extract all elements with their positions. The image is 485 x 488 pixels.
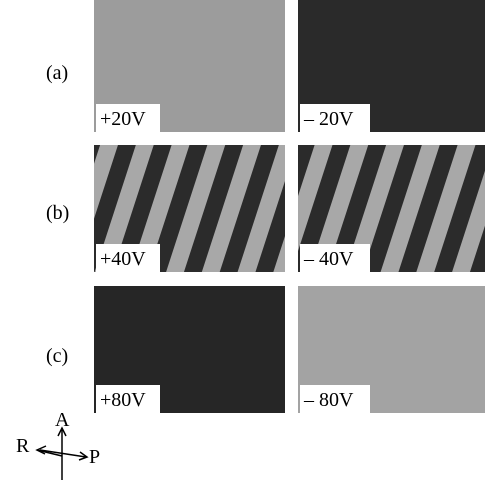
row-label: (a) bbox=[46, 62, 68, 84]
voltage-label: +80V bbox=[100, 389, 146, 411]
axis-label: A bbox=[55, 409, 70, 431]
axis-diagram bbox=[37, 428, 87, 480]
voltage-label: – 20V bbox=[303, 108, 354, 130]
voltage-label: +20V bbox=[100, 108, 146, 130]
axis-label: P bbox=[89, 446, 100, 468]
axis-label: R bbox=[16, 435, 30, 457]
voltage-label: – 40V bbox=[303, 248, 354, 270]
voltage-label: +40V bbox=[100, 248, 146, 270]
figure: +20V – 20V +40V – 40V +80V – 80V (a) (b)… bbox=[0, 0, 485, 483]
row-label: (b) bbox=[46, 202, 69, 224]
voltage-label: – 80V bbox=[303, 389, 354, 411]
row-label: (c) bbox=[46, 345, 68, 367]
